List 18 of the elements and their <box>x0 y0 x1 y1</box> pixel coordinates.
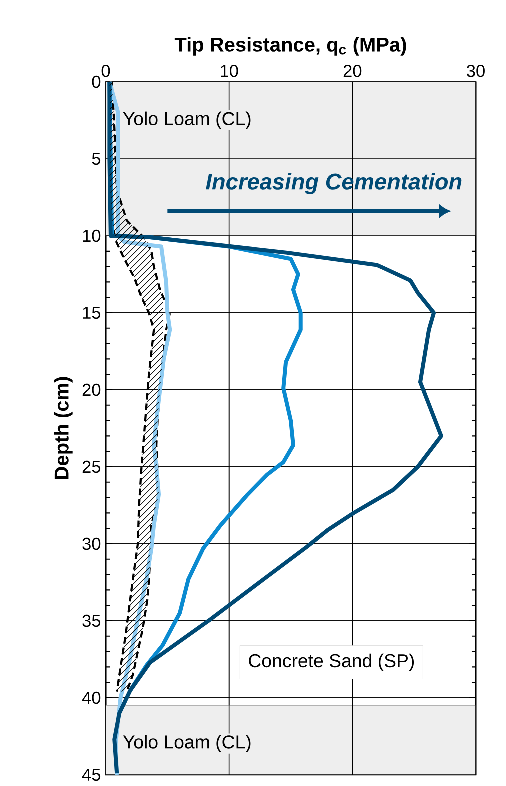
y-tick-label: 15 <box>83 306 101 320</box>
x-axis-title: Tip Resistance, q$_{c}$ (MPa) <box>174 37 406 56</box>
y-tick-label: 20 <box>82 384 101 396</box>
x-tick-label: 10 <box>221 65 238 78</box>
y-tick-label: 10 <box>83 230 101 242</box>
annotation: Concrete Sand (SP) <box>249 654 414 672</box>
y-axis-title: Depth (cm) <box>54 377 73 480</box>
y-tick-label: 0 <box>92 76 101 88</box>
y-tick-label: 30 <box>82 538 101 550</box>
x-tick-label: 0 <box>102 65 110 78</box>
x-tick-label: 20 <box>344 65 362 78</box>
y-tick-label: 25 <box>82 460 101 474</box>
band-label: Yolo Loam (CL) <box>123 735 251 753</box>
x-tick-label: 30 <box>467 65 485 78</box>
y-tick-label: 45 <box>82 768 101 782</box>
y-tick-label: 40 <box>82 692 101 704</box>
y-tick-label: 5 <box>92 152 101 166</box>
y-tick-label: 35 <box>82 614 101 628</box>
